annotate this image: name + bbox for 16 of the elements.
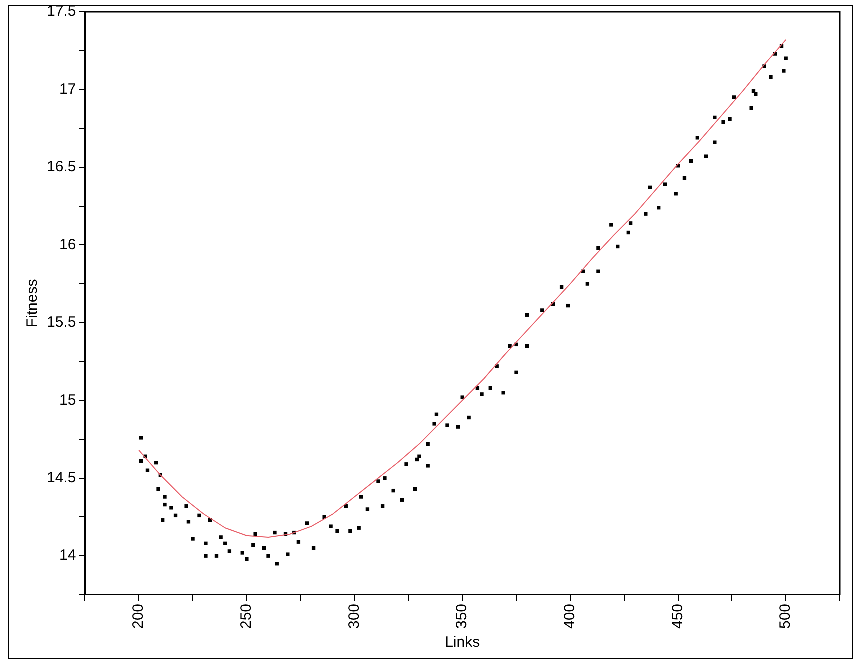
x-tick-label: 250 (238, 604, 256, 630)
x-tick-label: 200 (130, 604, 148, 630)
y-tick-label: 17 (60, 80, 76, 98)
y-tick-label: 15 (60, 392, 76, 409)
x-tick-label: 500 (777, 604, 794, 630)
y-tick-label: 16 (60, 236, 76, 254)
x-tick-label: 450 (669, 604, 686, 630)
y-tick-label: 15.5 (46, 314, 76, 332)
x-tick-label: 300 (346, 604, 363, 630)
y-tick-label: 14.5 (46, 470, 76, 487)
x-tick-label: 350 (454, 604, 471, 630)
y-tick-label: 14 (60, 547, 76, 564)
y-axis-title: Fitness (24, 279, 42, 328)
y-tick-label: 16.5 (46, 158, 76, 176)
x-tick-label: 400 (562, 604, 579, 630)
x-axis-title: Links (445, 634, 480, 652)
